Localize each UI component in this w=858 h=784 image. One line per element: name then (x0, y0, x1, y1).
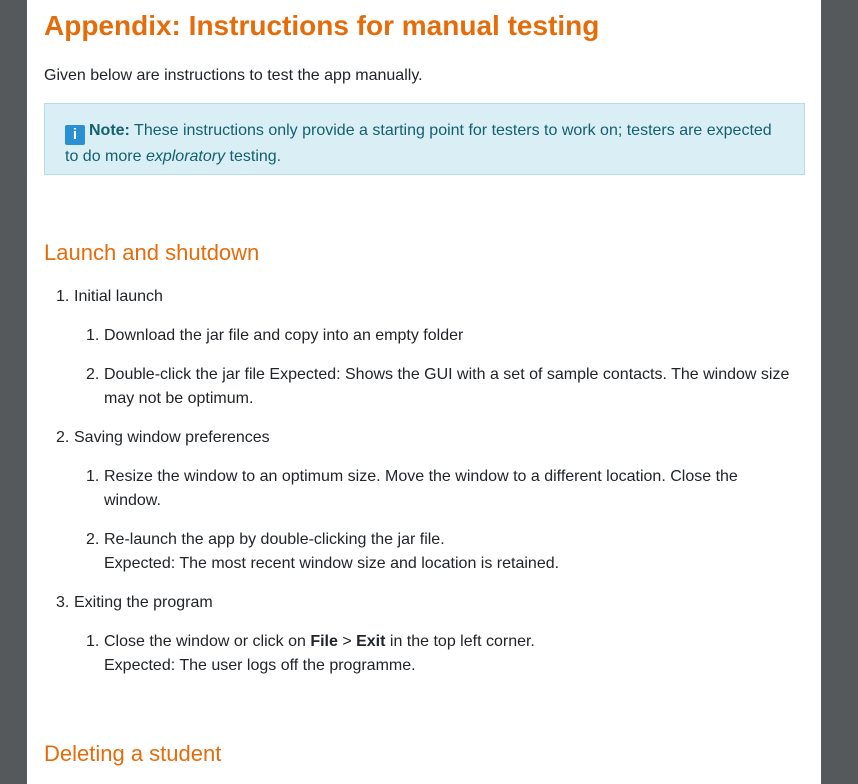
page-title: Appendix: Instructions for manual testin… (44, 10, 600, 41)
list-item-text: Download the jar file and copy into an e… (104, 327, 464, 344)
list-item: 1. Initial launch (56, 288, 163, 305)
list-item: 3. Exiting the program (56, 594, 213, 611)
list-item-label: Saving window preferences (74, 429, 270, 446)
note-label: Note: (89, 122, 130, 139)
list-item: 1. Resize the window to an optimum size.… (86, 468, 738, 509)
list-item: 2. Re-launch the app by double-clicking … (86, 531, 560, 572)
list-item-text: Expected: The most recent window size an… (104, 555, 560, 572)
note-text-end: testing. (225, 148, 282, 165)
note-emphasis: exploratory (145, 148, 226, 165)
list-item: 2. Saving window preferences (56, 429, 270, 446)
document-page: Appendix: Instructions for manual testin… (27, 0, 821, 784)
list-item-text: Double-click the jar file Expected: Show… (104, 366, 790, 407)
list-item-text: Expected: The user logs off the programm… (104, 657, 416, 674)
section-heading-launch: Launch and shutdown (44, 240, 260, 265)
note-callout: i Note: These instructions only provide a… (44, 103, 805, 175)
menu-exit-text: Exit (356, 633, 386, 650)
section-heading-delete: Deleting a student (44, 741, 222, 766)
note-text: These instructions only provide a starti… (65, 122, 772, 165)
list-item: 1. Download the jar file and copy into a… (86, 327, 464, 344)
list-item-text: Close the window or click on (104, 633, 311, 650)
list-item-label: Initial launch (74, 288, 163, 305)
list-item: 2. Double-click the jar file Expected: S… (86, 366, 790, 407)
list-item-label: Exiting the program (74, 594, 213, 611)
menu-file-text: File (310, 633, 338, 650)
list-item-text: Re-launch the app by double-clicking the… (104, 531, 445, 548)
separator-text: > (337, 633, 357, 650)
list-item-text: in the top left corner. (385, 633, 535, 650)
intro-text: Given below are instructions to test the… (44, 67, 423, 84)
list-item-text: Resize the window to an optimum size. Mo… (104, 468, 738, 509)
list-item: 1. Close the window or click on File > E… (86, 633, 535, 674)
info-icon: i (65, 125, 85, 145)
